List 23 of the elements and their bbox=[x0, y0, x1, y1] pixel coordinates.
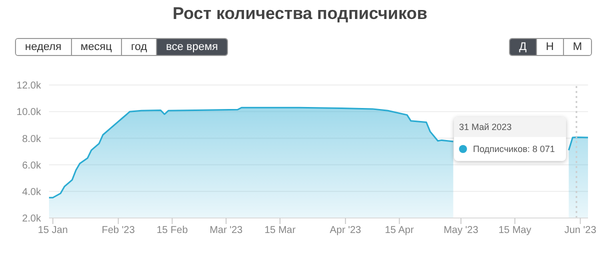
annotation: 31 Май 2023 bbox=[454, 117, 566, 137]
x-tick-label: 15 May bbox=[498, 225, 532, 236]
x-tick-label: May '23 bbox=[444, 225, 479, 236]
tooltip-panel: 31 Май 2023 Подписчиков: 8 071 bbox=[454, 117, 566, 161]
x-tick-label: Jun '23 bbox=[564, 225, 597, 236]
annotation: Подписчиков: 8 071 bbox=[472, 143, 556, 156]
button: все время bbox=[156, 39, 228, 55]
x-tick-label: 15 Jan bbox=[38, 225, 68, 236]
y-tick-label: 6.0k bbox=[22, 160, 42, 172]
y-tick-label: 12.0k bbox=[16, 80, 42, 92]
y-tick-label: 10.0k bbox=[16, 107, 42, 118]
button: М bbox=[562, 39, 591, 55]
y-tick-label: 8.0k bbox=[22, 134, 42, 145]
x-tick-label: Feb '23 bbox=[102, 225, 136, 236]
x-tick-label: 15 Apr bbox=[384, 225, 414, 236]
y-tick-label: 4.0k bbox=[22, 186, 42, 198]
y-tick-label: 2.0k bbox=[22, 214, 42, 225]
x-tick-label: 15 Mar bbox=[264, 225, 296, 236]
x-tick-label: Apr '23 bbox=[330, 225, 362, 236]
x-tick-label: 15 Feb bbox=[156, 225, 188, 236]
button: Д bbox=[510, 39, 536, 55]
chart-title: Рост количества подписчиков bbox=[172, 4, 428, 24]
x-tick-label: Mar '23 bbox=[210, 225, 244, 236]
